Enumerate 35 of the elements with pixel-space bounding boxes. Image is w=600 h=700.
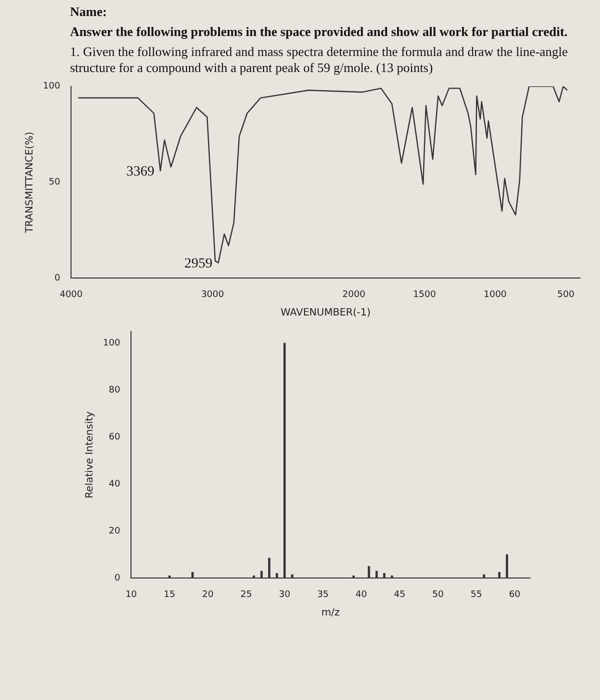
x-tick-label: 3000 [201, 290, 224, 300]
x-tick-label: 1500 [413, 290, 436, 300]
x-axis-title: WAVENUMBER(-1) [280, 308, 371, 319]
x-tick-label: 45 [394, 590, 406, 600]
x-tick-label: 10 [125, 590, 138, 600]
x-axis-title: m/z [321, 608, 340, 619]
y-tick-label: 60 [108, 432, 120, 443]
x-tick-label: 4000 [60, 290, 83, 300]
y-tick-label: 0 [54, 274, 60, 284]
y-tick-label: 20 [108, 526, 120, 537]
text: Answer the following problems in the space provided and show all work for partial credit. [70, 24, 569, 40]
x-tick-label: 2000 [342, 290, 366, 300]
text: 1. Given the following infrared and mass spectra determine the formula and draw the line-angle structure for a compound with a parent peak of 59 g/mole. (13 points) [70, 44, 569, 76]
x-tick-label: 50 [432, 590, 444, 600]
x-tick-label: 1000 [484, 290, 507, 300]
y-axis-title: Relative Intensity [84, 411, 96, 498]
x-tick-label: 20 [202, 590, 214, 600]
y-tick-label: 100 [42, 82, 60, 92]
x-tick-label: 500 [557, 290, 575, 300]
x-tick-label: 35 [317, 590, 329, 600]
y-tick-label: 80 [108, 386, 120, 396]
y-tick-label: 50 [48, 178, 60, 188]
text: Name: [70, 4, 108, 20]
x-tick-label: 30 [278, 590, 291, 600]
x-tick-label: 55 [470, 590, 482, 600]
x-tick-label: 40 [356, 590, 368, 600]
x-tick-label: 15 [164, 590, 176, 600]
y-tick-label: 40 [108, 480, 120, 490]
y-tick-label: 100 [102, 338, 120, 348]
x-tick-label: 60 [508, 590, 521, 600]
y-axis-title: TRANSMITTANCE(%) [24, 132, 36, 234]
y-tick-label: 0 [114, 574, 120, 584]
annotation: 3369 [126, 164, 154, 180]
annotation: 2959 [184, 256, 212, 272]
x-tick-label: 25 [240, 590, 252, 600]
